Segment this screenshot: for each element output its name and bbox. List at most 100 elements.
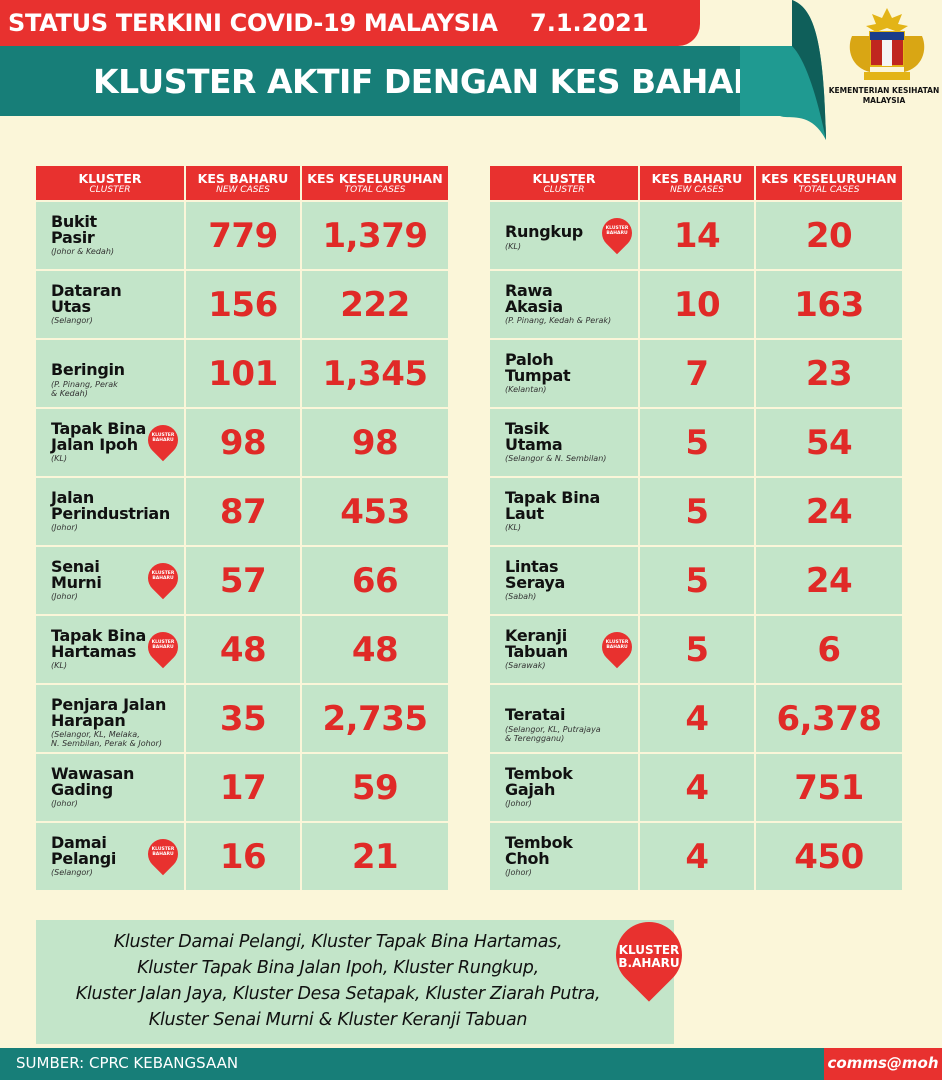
new-cases-cell: 87 <box>186 478 300 545</box>
coat-of-arms-icon <box>849 8 925 80</box>
table-row: Senai Murni (Johor) KLUSTER BAHARU 57 66 <box>36 547 448 614</box>
table-row: Tapak Bina Jalan Ipoh (KL) KLUSTER BAHARU 98… <box>36 409 448 476</box>
cluster-cell: Lintas Seraya (Sabah) <box>490 547 638 614</box>
table-body: Bukit Pasir (Johor & Kedah) 779 1,379 Dataran… <box>36 202 448 890</box>
cluster-cell: Tasik Utama (Selangor & N. Sembilan) <box>490 409 638 476</box>
cluster-state: (Johor) <box>505 799 532 808</box>
cluster-name-line: Rungkup <box>505 222 583 241</box>
table-body: Rungkup (KL) KLUSTER BAHARU 14 20 Rawa Akasia(… <box>490 202 902 890</box>
total-cases-value: 48 <box>351 629 399 670</box>
cluster-name: Tapak Bina Hartamas <box>51 628 146 660</box>
cluster-state-line: & Terengganu) <box>505 734 565 743</box>
total-cases-value: 6,378 <box>776 698 882 739</box>
cluster-state: (Selangor, KL, Putrajaya & Terengganu) <box>505 725 601 743</box>
cluster-name: Tembok Choh <box>505 835 573 867</box>
new-cases-cell: 35 <box>186 685 300 752</box>
cluster-cell: Rawa Akasia (P. Pinang, Kedah & Perak) <box>490 271 638 338</box>
new-cluster-pin-icon: KLUSTER BAHARU <box>141 625 185 669</box>
col-header-cluster: KLUSTER CLUSTER <box>36 166 184 200</box>
new-cases-cell: 98 <box>186 409 300 476</box>
cluster-name-line: Tabuan <box>505 642 568 661</box>
cluster-name-line: Gading <box>51 780 113 799</box>
new-cases-cell: 156 <box>186 271 300 338</box>
total-cases-value: 6 <box>817 629 841 670</box>
new-cases-value: 35 <box>219 698 267 739</box>
new-cases-value: 4 <box>685 836 709 877</box>
col-header-total-cases: KES KESELURUHAN TOTAL CASES <box>302 166 448 200</box>
new-clusters-note: Kluster Damai Pelangi, Kluster Tapak Bin… <box>36 920 674 1044</box>
cluster-state: (KL) <box>51 454 67 463</box>
cluster-state-line: (P. Pinang, Perak <box>51 380 118 389</box>
total-cases-value: 24 <box>805 560 853 601</box>
new-cases-value: 57 <box>219 560 267 601</box>
cluster-state-line: (KL) <box>51 454 67 463</box>
cluster-name-line: Hartamas <box>51 642 137 661</box>
col-header-total-cases: KES KESELURUHAN TOTAL CASES <box>756 166 902 200</box>
header-banner-red: STATUS TERKINI COVID-19 MALAYSIA 7.1.202… <box>0 0 700 46</box>
cluster-name-line: Gajah <box>505 780 556 799</box>
new-cases-cell: 16 <box>186 823 300 890</box>
header-title: STATUS TERKINI COVID-19 MALAYSIA <box>8 9 498 37</box>
new-cases-cell: 57 <box>186 547 300 614</box>
total-cases-value: 98 <box>351 422 399 463</box>
total-cases-cell: 1,379 <box>302 202 448 269</box>
cluster-name-line: Lintas <box>505 557 559 576</box>
cluster-name-line: Jalan Ipoh <box>51 435 138 454</box>
table-row: Tembok Gajah (Johor) 4 751 <box>490 754 902 821</box>
source-text: SUMBER: CPRC KEBANGSAAN <box>16 1054 239 1072</box>
total-cases-cell: 2,735 <box>302 685 448 752</box>
cluster-state-line: (Johor) <box>51 799 78 808</box>
total-cases-value: 751 <box>794 767 864 808</box>
cluster-name: Senai Murni <box>51 559 102 591</box>
cluster-state: (Johor) <box>51 799 78 808</box>
col-header-cluster: KLUSTER CLUSTER <box>490 166 638 200</box>
cluster-name: Dataran Utas <box>51 283 122 315</box>
total-cases-cell: 66 <box>302 547 448 614</box>
cluster-state-line: (Kelantan) <box>505 385 547 394</box>
cluster-name: Tasik Utama <box>505 421 563 453</box>
cluster-cell: Tapak Bina Laut (KL) <box>490 478 638 545</box>
new-cases-cell: 101 <box>186 340 300 407</box>
new-cases-cell: 10 <box>640 271 754 338</box>
cluster-table-left: KLUSTER CLUSTER KES BAHARU NEW CASES KES… <box>36 166 448 890</box>
total-cases-cell: 751 <box>756 754 902 821</box>
total-cases-cell: 98 <box>302 409 448 476</box>
cluster-state: (Selangor, KL, Melaka, N. Sembilan, Perak… <box>51 730 162 748</box>
cluster-name-line: Utas <box>51 297 91 316</box>
col-header-new-cases: KES BAHARU NEW CASES <box>186 166 300 200</box>
pin-label-line: B.AHARU <box>618 956 680 970</box>
cluster-cell: Bukit Pasir (Johor & Kedah) <box>36 202 184 269</box>
cluster-state-line: (Johor) <box>505 799 532 808</box>
cluster-state: (P. Pinang, Kedah & Perak) <box>505 316 611 325</box>
new-cases-cell: 5 <box>640 547 754 614</box>
cluster-name-line: Tapak Bina <box>505 488 600 507</box>
total-cases-value: 450 <box>794 836 864 877</box>
cluster-name-line: Tapak Bina <box>51 626 146 645</box>
total-cases-cell: 1,345 <box>302 340 448 407</box>
cluster-state: (Kelantan) <box>505 385 546 394</box>
cluster-state: (Selangor) <box>51 316 93 325</box>
total-cases-value: 54 <box>805 422 853 463</box>
new-cases-value: 17 <box>219 767 267 808</box>
table-row: Lintas Seraya (Sabah) 5 24 <box>490 547 902 614</box>
total-cases-value: 2,735 <box>322 698 428 739</box>
cluster-cell: Paloh Tumpat (Kelantan) <box>490 340 638 407</box>
cluster-state: (Johor) <box>51 523 78 532</box>
table-row: Jalan Perindustrian (Johor) 87 453 <box>36 478 448 545</box>
new-cluster-pin-icon: KLUSTER BAHARU <box>141 832 185 876</box>
new-cluster-pin-icon: KLUSTER BAHARU <box>141 418 185 462</box>
total-cases-value: 163 <box>794 284 864 325</box>
cluster-name-line: Tumpat <box>505 366 571 385</box>
cluster-state: (Johor) <box>51 592 78 601</box>
pin-label: KLUSTER BAHARU <box>151 640 175 650</box>
ministry-name: KEMENTERIAN KESIHATAN MALAYSIA <box>828 86 940 105</box>
table-row: Rungkup (KL) KLUSTER BAHARU 14 20 <box>490 202 902 269</box>
new-cluster-pin-icon: KLUSTER B.AHARU <box>602 908 696 1020</box>
total-cases-value: 24 <box>805 491 853 532</box>
total-cases-cell: 453 <box>302 478 448 545</box>
new-cluster-pin-icon: KLUSTER BAHARU <box>141 556 185 600</box>
cluster-name-line: Paloh <box>505 350 554 369</box>
cluster-cell: Rungkup (KL) KLUSTER BAHARU <box>490 202 639 269</box>
new-cases-value: 156 <box>208 284 278 325</box>
cluster-state-line: (Selangor & N. Sembilan) <box>505 454 607 463</box>
